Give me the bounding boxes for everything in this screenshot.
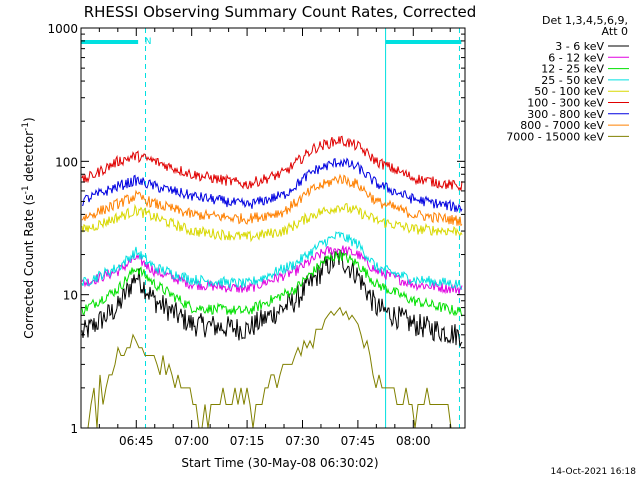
x-tick-label: 08:00: [396, 434, 431, 448]
y-axis-title-main: Corrected Count Rate (s: [22, 194, 36, 338]
timestamp: 14-Oct-2021 16:18: [551, 467, 637, 477]
series-line: [81, 245, 463, 295]
y-axis: 1 10 100 1000: [47, 22, 465, 436]
legend-label: 12 - 25 keV: [541, 63, 604, 76]
y-tick-label: 100: [55, 155, 78, 169]
plot-frame: [80, 27, 466, 429]
x-tick-label: 07:30: [285, 434, 320, 448]
legend-header: Att 0: [602, 25, 628, 38]
series-line: [81, 173, 463, 227]
series-line: [82, 306, 460, 429]
legend-label: 7000 - 15000 keV: [506, 130, 604, 143]
x-axis-title: Start Time (30-May-08 06:30:02): [181, 456, 378, 470]
series-line: [81, 157, 463, 213]
y-axis-title-end: ): [22, 117, 36, 122]
y-axis-title-mid: detector: [22, 131, 36, 186]
legend-label: 100 - 300 keV: [527, 97, 604, 110]
y-tick-label: 1: [70, 422, 78, 436]
y-tick-label: 1000: [47, 22, 78, 36]
y-tick-label: 10: [63, 289, 78, 303]
legend-header: Det 1,3,4,5,6,9,: [542, 14, 628, 27]
y-axis-title: Corrected Count Rate (s-1 detector-1): [21, 117, 36, 338]
x-axis: 06:45 07:00 07:15 07:30 07:45 08:00: [98, 28, 451, 448]
legend-label: 25 - 50 keV: [541, 74, 604, 87]
series-line: [81, 135, 463, 191]
series-line: [81, 203, 463, 243]
y-axis-title-sup1: -1: [21, 185, 31, 194]
flag-label: N: [145, 37, 152, 47]
legend-label: 800 - 7000 keV: [520, 119, 604, 132]
x-tick-label: 06:45: [119, 434, 154, 448]
x-tick-label: 07:45: [341, 434, 376, 448]
legend-label: 6 - 12 keV: [548, 51, 604, 64]
x-tick-label: 07:15: [230, 434, 265, 448]
legend-label: 50 - 100 keV: [534, 85, 604, 98]
legend-label: 300 - 800 keV: [527, 108, 604, 121]
legend-label: 3 - 6 keV: [555, 40, 604, 53]
series-line: [81, 248, 463, 347]
chart-title: RHESSI Observing Summary Count Rates, Co…: [84, 3, 477, 21]
x-tick-label: 07:00: [174, 434, 209, 448]
series-group: [81, 135, 463, 429]
series-line: [81, 231, 463, 290]
y-axis-title-sup2: -1: [21, 122, 31, 131]
series-line: [81, 250, 463, 317]
